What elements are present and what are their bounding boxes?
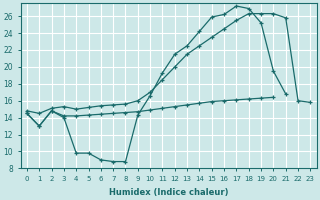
X-axis label: Humidex (Indice chaleur): Humidex (Indice chaleur) — [109, 188, 228, 197]
